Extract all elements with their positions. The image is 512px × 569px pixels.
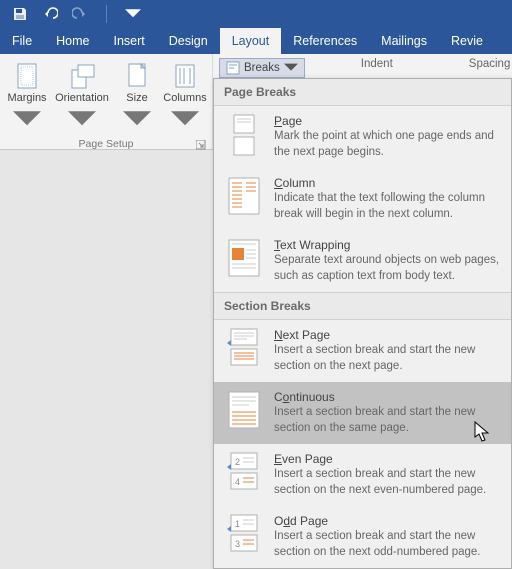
even-page-icon: 2 4	[224, 452, 264, 498]
dd-desc: Insert a section break and start the new…	[274, 467, 501, 498]
orientation-label: Orientation	[55, 92, 109, 104]
breaks-icon	[226, 61, 240, 75]
dd-item-column[interactable]: Column Indicate that the text following …	[214, 168, 511, 230]
dd-desc: Separate text around objects on web page…	[274, 253, 501, 284]
continuous-icon	[224, 390, 264, 436]
dialog-launcher-icon[interactable]	[196, 140, 206, 150]
tab-file[interactable]: File	[0, 28, 44, 54]
spacing-label: Spacing	[463, 58, 512, 72]
next-page-icon	[224, 328, 264, 374]
dd-title: Odd Page	[274, 514, 501, 528]
dd-item-even-page[interactable]: 2 4 Even Page Insert a section break and…	[214, 444, 511, 506]
chevron-down-icon	[284, 61, 298, 75]
text-wrapping-icon	[224, 238, 264, 284]
columns-button[interactable]: Columns	[162, 58, 208, 138]
dd-desc: Insert a section break and start the new…	[274, 529, 501, 560]
ribbon-body: Margins Orientation Size Columns Page Se…	[0, 54, 512, 150]
dd-item-odd-page[interactable]: 1 3 Odd Page Insert a section break and …	[214, 506, 511, 568]
size-button[interactable]: Size	[114, 58, 160, 138]
odd-page-icon: 1 3	[224, 514, 264, 560]
group-page-setup: Margins Orientation Size Columns Page Se…	[0, 54, 213, 149]
dd-item-continuous[interactable]: Continuous Insert a section break and st…	[214, 382, 511, 444]
group-label-page-setup: Page Setup	[4, 138, 208, 150]
dd-title: Continuous	[274, 390, 501, 404]
dd-title: Column	[274, 176, 501, 190]
ribbon-tabs: File Home Insert Design Layout Reference…	[0, 28, 512, 54]
tab-home[interactable]: Home	[44, 28, 101, 54]
svg-text:2: 2	[235, 457, 240, 467]
dd-item-page[interactable]: Page Mark the point at which one page en…	[214, 106, 511, 168]
dd-desc: Insert a section break and start the new…	[274, 405, 501, 436]
tab-mailings[interactable]: Mailings	[369, 28, 439, 54]
dd-section-page-breaks: Page Breaks	[214, 79, 511, 106]
column-break-icon	[224, 176, 264, 222]
indent-label: Indent	[355, 58, 399, 72]
breaks-dropdown: Page Breaks Page Mark the point at which…	[213, 78, 512, 569]
size-label: Size	[126, 92, 147, 104]
title-bar	[0, 0, 512, 28]
dd-title: Text Wrapping	[274, 238, 501, 252]
undo-icon[interactable]	[42, 6, 58, 22]
orientation-button[interactable]: Orientation	[52, 58, 112, 138]
save-icon[interactable]	[12, 6, 28, 22]
dd-desc: Insert a section break and start the new…	[274, 343, 501, 374]
margins-button[interactable]: Margins	[4, 58, 50, 138]
breaks-button[interactable]: Breaks	[219, 58, 305, 78]
dd-title: Page	[274, 114, 501, 128]
svg-text:4: 4	[235, 477, 240, 487]
quick-access-toolbar	[6, 5, 141, 23]
svg-text:1: 1	[235, 519, 240, 529]
tab-review[interactable]: Revie	[439, 28, 495, 54]
dd-item-next-page[interactable]: Next Page Insert a section break and sta…	[214, 320, 511, 382]
columns-label: Columns	[163, 92, 206, 104]
dd-item-text-wrapping[interactable]: Text Wrapping Separate text around objec…	[214, 230, 511, 292]
margins-label: Margins	[7, 92, 46, 104]
dd-title: Next Page	[274, 328, 501, 342]
dd-section-section-breaks: Section Breaks	[214, 292, 511, 320]
dd-title: Even Page	[274, 452, 501, 466]
qat-customize-caret-icon[interactable]	[125, 6, 141, 22]
tab-design[interactable]: Design	[157, 28, 220, 54]
dd-desc: Mark the point at which one page ends an…	[274, 129, 501, 160]
group-breaks: Breaks Page Breaks Page Mark the point a…	[213, 54, 311, 149]
qat-separator	[106, 5, 107, 23]
tab-references[interactable]: References	[281, 28, 369, 54]
dd-desc: Indicate that the text following the col…	[274, 191, 501, 222]
redo-icon[interactable]	[72, 6, 88, 22]
tab-layout[interactable]: Layout	[220, 28, 282, 54]
page-break-icon	[224, 114, 264, 160]
svg-text:3: 3	[235, 539, 240, 549]
tab-insert[interactable]: Insert	[102, 28, 157, 54]
breaks-label: Breaks	[244, 62, 280, 74]
